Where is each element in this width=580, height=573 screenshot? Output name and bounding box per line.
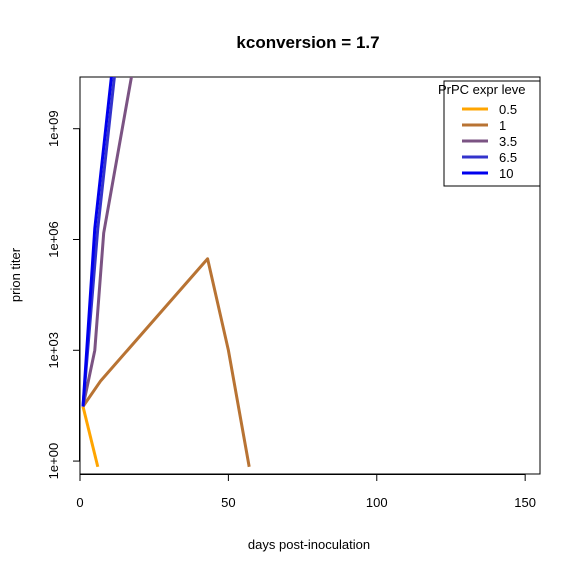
x-tick-label: 0: [76, 495, 83, 510]
legend-label-10: 10: [499, 166, 513, 181]
legend-label-1: 1: [499, 118, 506, 133]
series-lines: [81, 77, 251, 468]
chart-title: kconversion = 1.7: [236, 33, 379, 52]
y-tick-label: 1e+06: [46, 221, 61, 258]
legend: PrPC expr leve 0.513.56.510: [438, 80, 541, 187]
y-axis: 1e+00 1e+03 1e+06 1e+09: [46, 110, 80, 479]
y-tick-label: 1e+03: [46, 332, 61, 369]
series-line-10: [81, 77, 113, 407]
x-tick-label: 150: [514, 495, 536, 510]
legend-label-3-5: 3.5: [499, 134, 517, 149]
y-tick-label: 1e+00: [46, 443, 61, 480]
series-line-0-5: [81, 406, 100, 468]
right-margin: [541, 0, 580, 573]
x-axis-label: days post-inoculation: [248, 537, 370, 552]
legend-title: PrPC expr leve: [438, 82, 525, 97]
legend-box: [443, 80, 541, 187]
legend-label-6-5: 6.5: [499, 150, 517, 165]
y-axis-label: prion titer: [8, 247, 23, 302]
x-tick-label: 50: [221, 495, 235, 510]
y-tick-label: 1e+09: [46, 110, 61, 147]
x-axis: 0 50 100 150: [76, 474, 536, 510]
series-line-6-5: [81, 77, 116, 407]
series-line-3-5: [81, 77, 133, 407]
series-line-1: [81, 257, 251, 468]
x-tick-label: 100: [366, 495, 388, 510]
legend-label-0-5: 0.5: [499, 102, 517, 117]
